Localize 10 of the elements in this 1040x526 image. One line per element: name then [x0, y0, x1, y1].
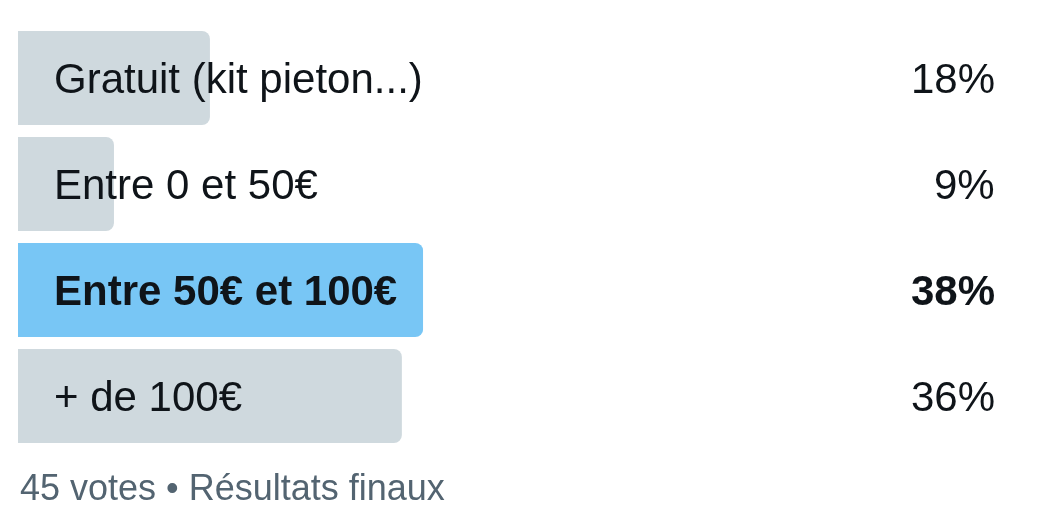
text: 45 votes • Résultats finaux: [20, 467, 445, 508]
y-tick-label: Entre 50€ et 100€: [54, 266, 398, 314]
y-tick-label: + de 100€: [54, 372, 243, 420]
y-tick-label: Gratuit (kit pieton...): [54, 54, 423, 102]
data-label: 36%: [911, 373, 996, 420]
data-label: 18%: [911, 55, 996, 102]
data-label: 9%: [934, 161, 995, 208]
data-label: 38%: [911, 267, 996, 314]
bar: [18, 348, 402, 444]
y-tick-label: Entre 0 et 50€: [54, 160, 318, 208]
